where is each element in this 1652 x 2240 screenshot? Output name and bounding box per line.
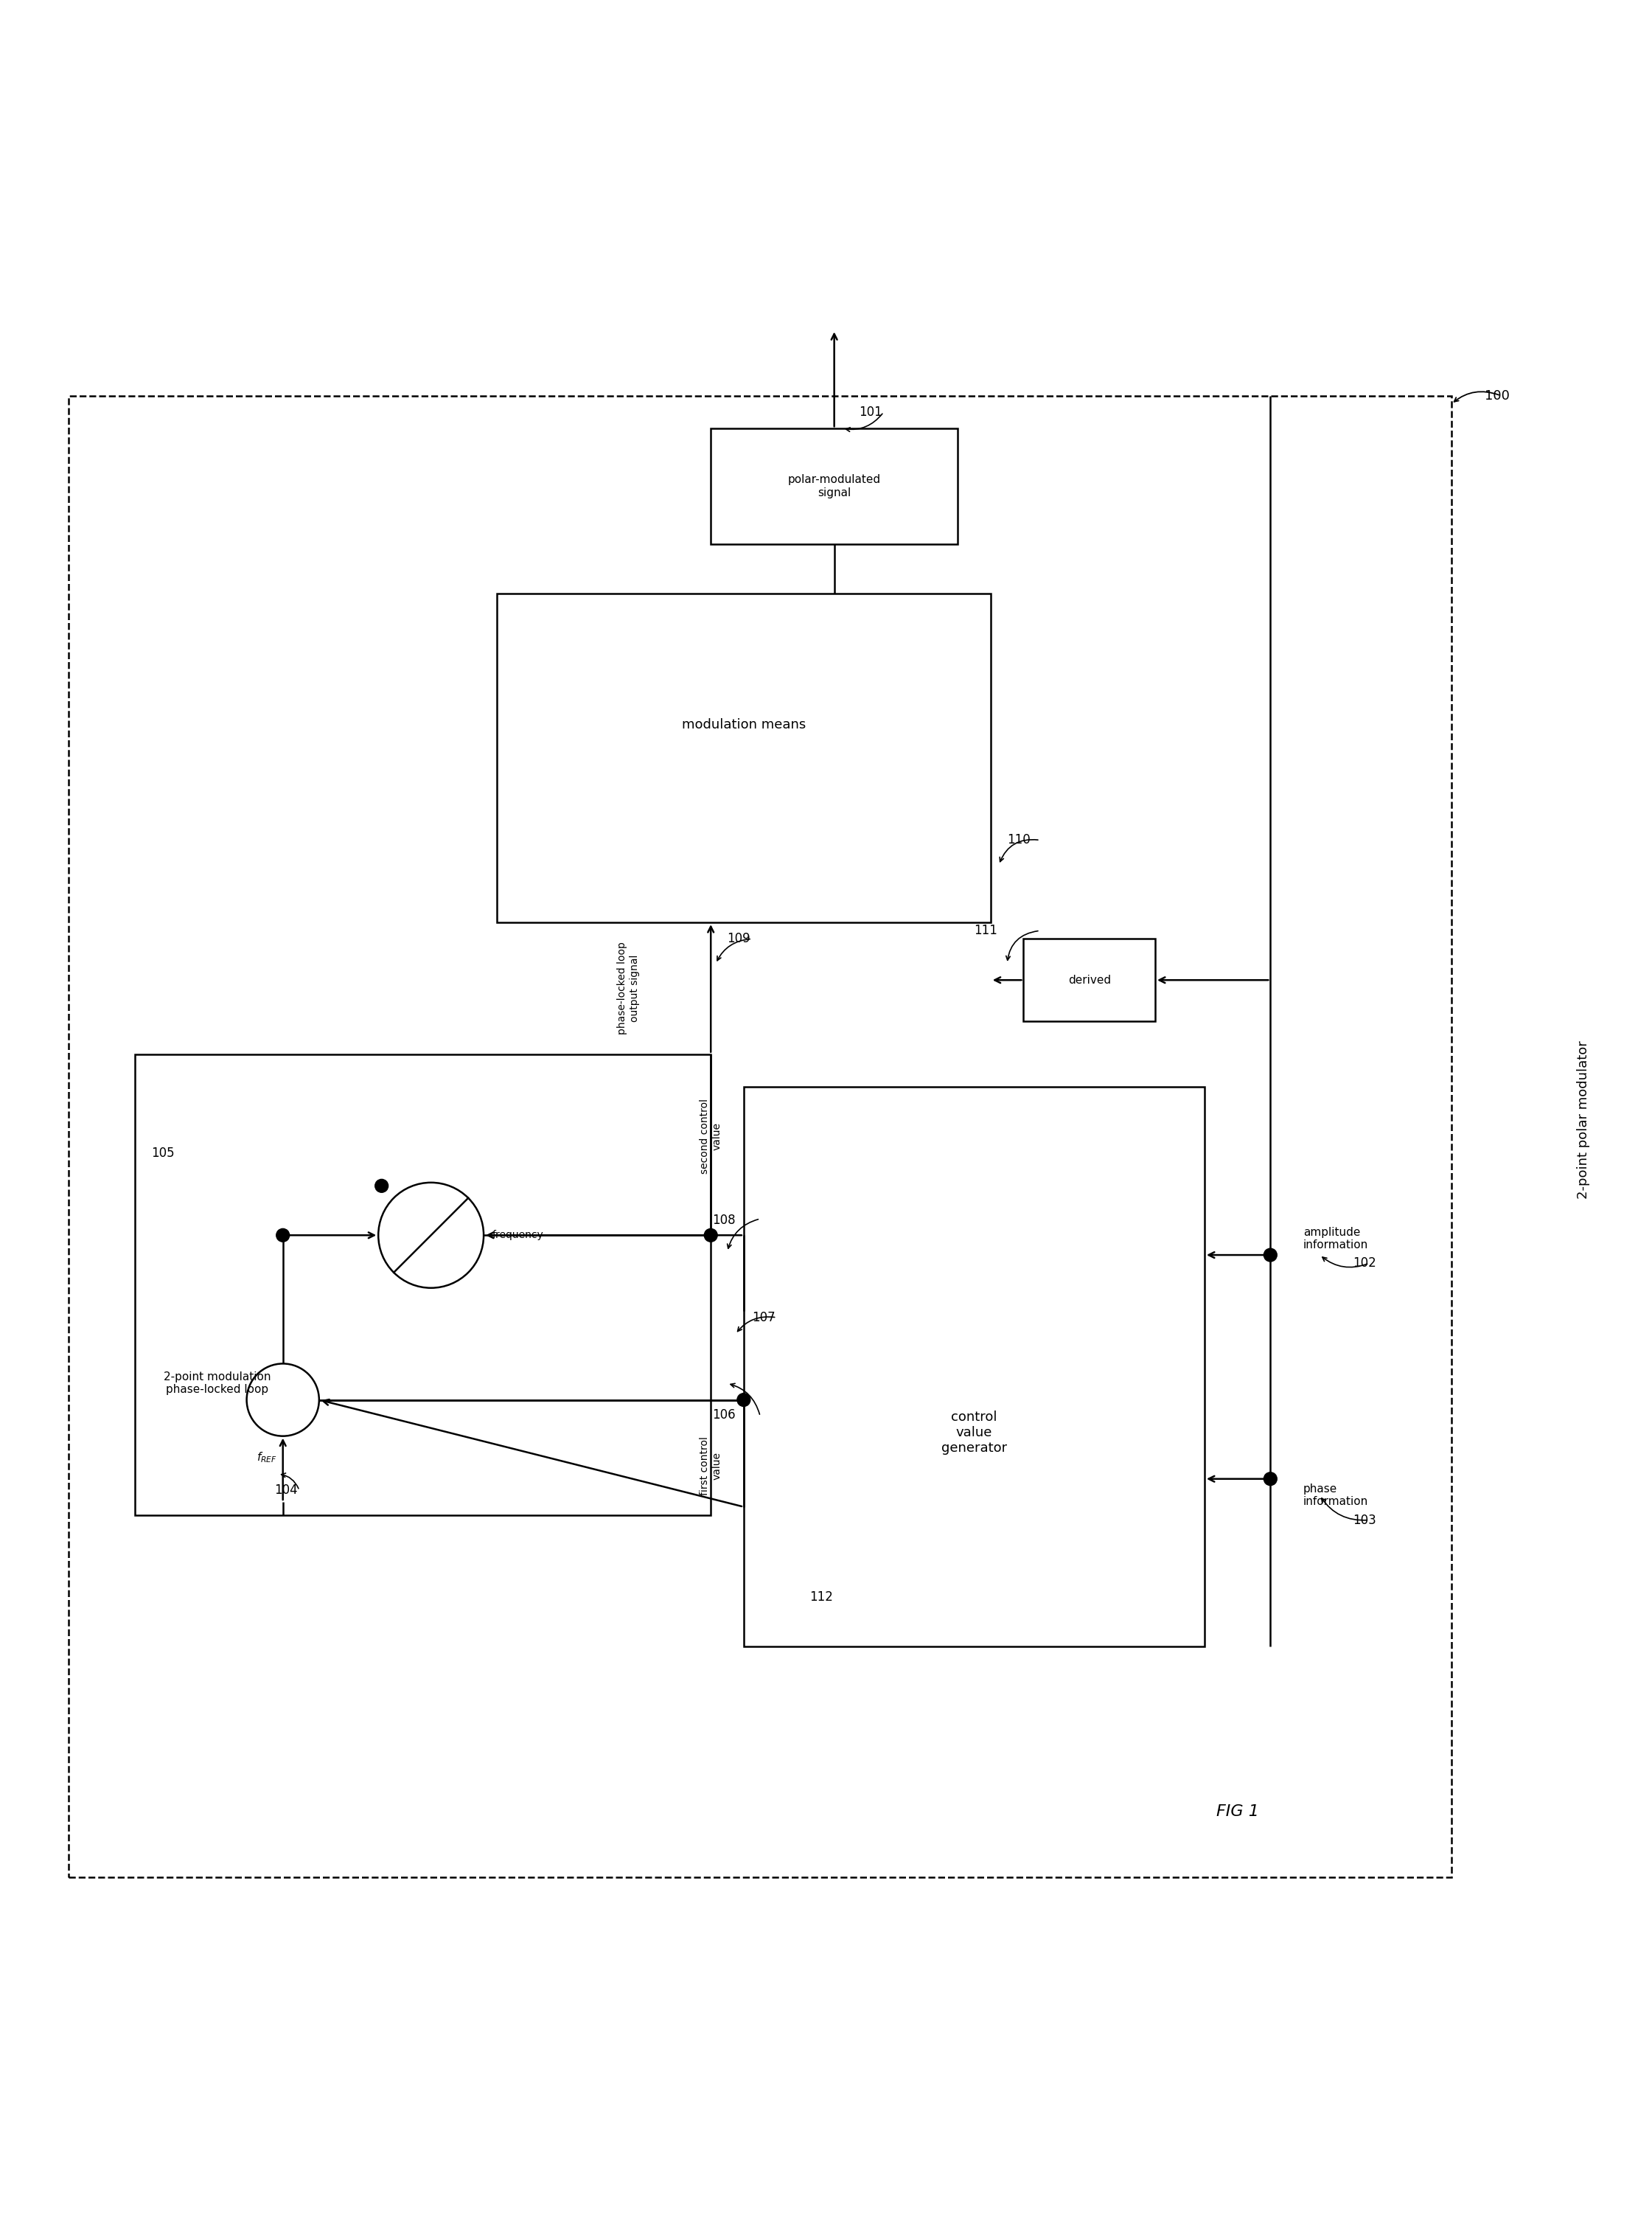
Circle shape xyxy=(1264,1248,1277,1261)
Text: 112: 112 xyxy=(809,1590,833,1604)
Text: frequency: frequency xyxy=(492,1230,544,1241)
Text: 110: 110 xyxy=(1008,833,1031,847)
Bar xyxy=(69,396,1452,1877)
Bar xyxy=(710,428,958,544)
Circle shape xyxy=(737,1393,750,1407)
Bar xyxy=(497,594,991,923)
Text: 106: 106 xyxy=(712,1409,735,1422)
Text: $f_{REF}$: $f_{REF}$ xyxy=(256,1452,276,1465)
Circle shape xyxy=(375,1178,388,1192)
Circle shape xyxy=(276,1230,289,1241)
Circle shape xyxy=(1264,1472,1277,1485)
Text: FIG 1: FIG 1 xyxy=(1216,1803,1259,1819)
Text: polar-modulated
signal: polar-modulated signal xyxy=(788,475,881,497)
Text: 107: 107 xyxy=(752,1310,775,1324)
Text: derived: derived xyxy=(1067,974,1110,986)
Text: 108: 108 xyxy=(712,1214,735,1228)
Text: 2-point modulation
phase-locked loop: 2-point modulation phase-locked loop xyxy=(164,1371,271,1396)
Bar xyxy=(1024,939,1155,1021)
Text: modulation means: modulation means xyxy=(682,719,806,732)
Text: second control
value: second control value xyxy=(700,1100,722,1174)
Circle shape xyxy=(704,1230,717,1241)
Text: phase-locked loop
output signal: phase-locked loop output signal xyxy=(618,941,639,1035)
Text: phase
information: phase information xyxy=(1303,1483,1368,1508)
Bar xyxy=(135,1055,710,1514)
Text: 101: 101 xyxy=(859,405,882,419)
Text: 111: 111 xyxy=(975,925,998,936)
Bar xyxy=(743,1086,1204,1646)
Text: 100: 100 xyxy=(1485,390,1510,403)
Text: amplitude
information: amplitude information xyxy=(1303,1228,1368,1250)
Text: 103: 103 xyxy=(1353,1514,1376,1528)
Text: 109: 109 xyxy=(727,932,750,945)
Text: 102: 102 xyxy=(1353,1257,1376,1270)
Text: 104: 104 xyxy=(274,1483,297,1496)
Text: control
value
generator: control value generator xyxy=(942,1411,1008,1454)
Text: 105: 105 xyxy=(152,1147,175,1160)
Text: 2-point polar modulator: 2-point polar modulator xyxy=(1576,1042,1589,1198)
Text: first control
value: first control value xyxy=(700,1436,722,1494)
